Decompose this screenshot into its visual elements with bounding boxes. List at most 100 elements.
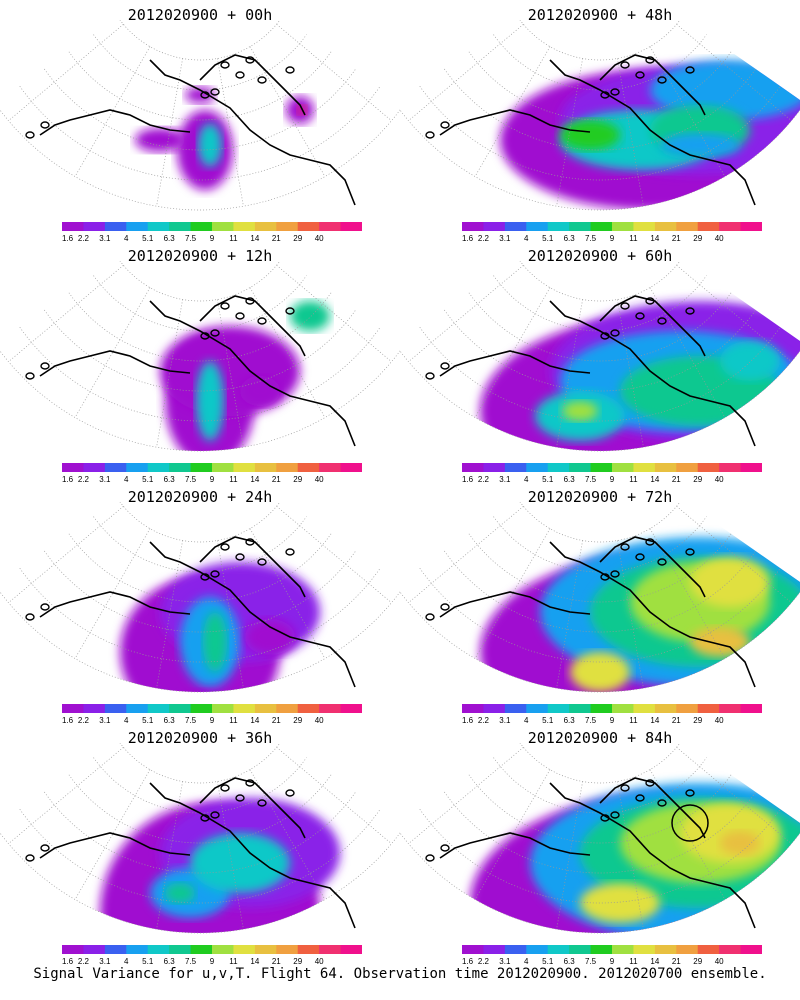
colorbar-tick-label: 2.2: [478, 475, 490, 483]
colorbar-tick-label: 40: [315, 234, 324, 242]
colorbar-tick-label: 4: [524, 716, 529, 724]
forecast-panel: 2012020900 + 00h 1.6 2.2 3.1 4 5.1 6.3 7.5 9 11 14…: [0, 0, 400, 242]
forecast-panel: 2012020900 + 24h 1.6 2.2 3.1 4 5.1 6.3 7.5 9 11 14…: [0, 482, 400, 724]
colorbar-swatch: [83, 222, 106, 231]
island: [245, 56, 255, 64]
colorbar-swatch: [104, 704, 127, 713]
coastline: [599, 295, 706, 357]
panel-title: 2012020900 + 36h: [127, 729, 273, 747]
colorbar-swatch: [676, 222, 699, 231]
island: [257, 799, 267, 807]
island: [620, 543, 630, 551]
colorbar-swatch: [697, 945, 720, 954]
latitude-line: [400, 350, 800, 452]
forecast-panel: 2012020900 + 84h 1.6 2.2 3.1 4 5.1 6.3 7.5 9 11 14…: [400, 723, 800, 965]
island: [40, 362, 50, 370]
variance-region: [690, 557, 770, 607]
forecast-panel: 2012020900 + 60h 1.6 2.2 3.1 4 5.1 6.3 7.5 9 11 14…: [400, 241, 800, 483]
colorbar-tick-label: 9: [610, 234, 615, 242]
panel-title: 2012020900 + 00h: [127, 6, 273, 24]
polar-map: [0, 261, 400, 452]
latitude-line: [0, 350, 400, 452]
island: [220, 302, 230, 310]
colorbar-swatch: [526, 463, 549, 472]
longitude-line: [74, 528, 151, 659]
colorbar-swatch: [340, 704, 362, 713]
latitude-line: [493, 757, 707, 814]
variance-region: [190, 833, 290, 893]
colorbar-swatch: [276, 463, 299, 472]
colorbar-tick-label: 11: [629, 716, 638, 724]
colorbar-swatch: [547, 463, 570, 472]
colorbar-swatch: [462, 945, 484, 954]
colorbar-swatch: [62, 463, 84, 472]
colorbar-tick-label: 7.5: [585, 957, 597, 965]
colorbar-tick-label: 5.1: [542, 716, 554, 724]
longitude-line: [556, 781, 583, 930]
colorbar: 1.6 2.2 3.1 4 5.1 6.3 7.5 9 11 14 21 29 40: [62, 704, 362, 724]
longitude-line: [217, 58, 244, 207]
colorbar-swatch: [62, 945, 84, 954]
island: [657, 317, 667, 325]
colorbar-tick-label: 5.1: [142, 716, 154, 724]
island: [235, 794, 245, 802]
colorbar-swatch: [697, 222, 720, 231]
colorbar-swatch: [319, 945, 342, 954]
colorbar-swatch: [169, 222, 192, 231]
colorbar-tick-label: 1.6: [462, 475, 474, 483]
island: [425, 613, 435, 621]
colorbar-swatch: [504, 704, 527, 713]
colorbar-tick-label: 40: [715, 475, 724, 483]
colorbar-tick-label: 2.2: [78, 957, 90, 965]
colorbar-swatch: [740, 704, 762, 713]
colorbar-tick-label: 3.1: [499, 716, 511, 724]
latitude-line: [400, 832, 800, 934]
island: [25, 372, 35, 380]
colorbar-tick-label: 1.6: [62, 475, 74, 483]
colorbar-swatch: [526, 222, 549, 231]
colorbar-tick-label: 2.2: [478, 234, 490, 242]
island: [40, 603, 50, 611]
polar-map: [0, 743, 400, 934]
longitude-line: [556, 540, 583, 689]
longitude-line: [156, 58, 183, 207]
variance-region: [165, 883, 195, 903]
colorbar-swatch: [276, 704, 299, 713]
colorbar-tick-label: 11: [229, 234, 238, 242]
colorbar-tick-label: 2.2: [78, 475, 90, 483]
colorbar-swatch: [504, 945, 527, 954]
variance-region: [660, 133, 740, 157]
longitude-line: [217, 781, 244, 930]
island: [645, 56, 655, 64]
colorbar-swatch: [319, 463, 342, 472]
colorbar-swatch: [462, 704, 484, 713]
colorbar-tick-label: 11: [629, 475, 638, 483]
colorbar-tick-label: 14: [250, 234, 259, 242]
variance-region: [135, 128, 185, 152]
longitude-line: [408, 24, 524, 121]
colorbar-swatch: [547, 222, 570, 231]
colorbar-tick-label: 9: [210, 957, 215, 965]
colorbar-tick-label: 4: [124, 475, 129, 483]
island: [25, 131, 35, 139]
island: [210, 570, 220, 578]
polar-map: [400, 20, 800, 211]
island: [245, 538, 255, 546]
latitude-line: [493, 275, 707, 332]
colorbar-tick-label: 14: [650, 234, 659, 242]
island: [635, 794, 645, 802]
longitude-line: [408, 747, 524, 844]
latitude-line: [119, 261, 281, 302]
coastline: [199, 54, 306, 116]
colorbar-tick-label: 7.5: [185, 234, 197, 242]
colorbar-tick-label: 21: [672, 957, 681, 965]
latitude-line: [468, 51, 732, 121]
colorbar-swatch: [569, 704, 592, 713]
island: [200, 91, 210, 99]
colorbar-tick-label: 6.3: [564, 475, 576, 483]
island: [610, 88, 620, 96]
colorbar-swatch: [504, 463, 527, 472]
island: [600, 332, 610, 340]
colorbar: 1.6 2.2 3.1 4 5.1 6.3 7.5 9 11 14 21 29 40: [62, 222, 362, 242]
latitude-line: [468, 533, 732, 603]
